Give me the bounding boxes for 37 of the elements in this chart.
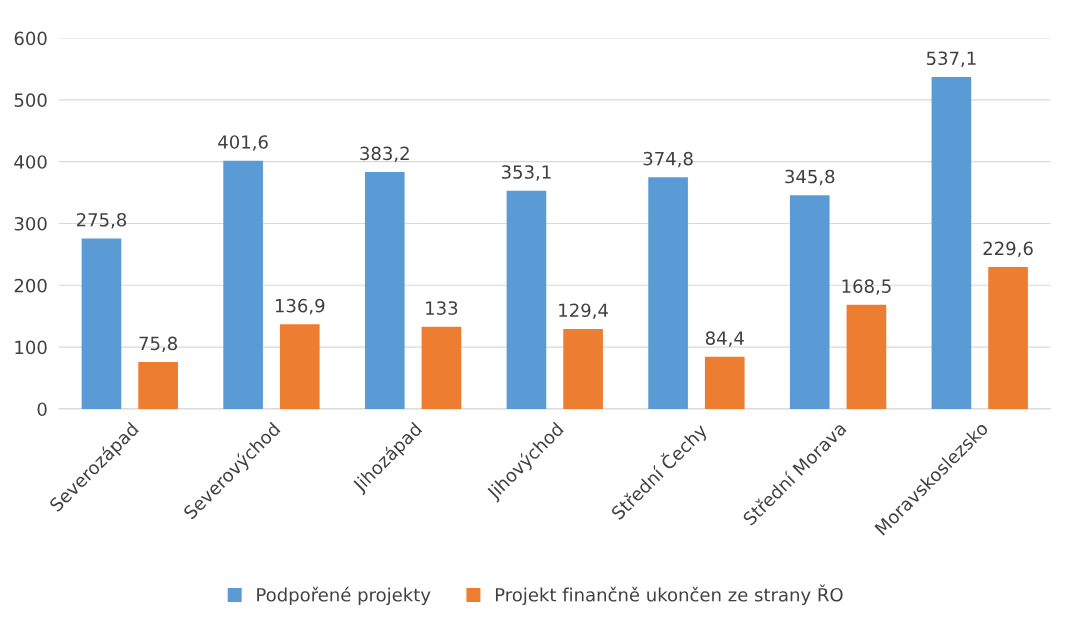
bar [931, 76, 972, 409]
data-label: 383,2 [360, 146, 409, 163]
data-label: 353,1 [501, 165, 551, 181]
data-label: 401,6 [218, 135, 268, 151]
bar [704, 356, 745, 409]
bar [364, 172, 405, 409]
data-label: 229,6 [983, 241, 1033, 258]
bar [846, 304, 887, 409]
y-tick-label: 100 [15, 340, 47, 355]
data-label: 537,1 [926, 51, 976, 67]
data-label: 136,9 [275, 298, 325, 315]
data-label: 129,4 [559, 303, 608, 319]
bar [421, 326, 462, 409]
data-label: 133 [426, 301, 458, 315]
bar [789, 195, 830, 409]
bar [648, 177, 688, 409]
y-tick-label: 300 [14, 216, 47, 231]
data-label: 168,5 [842, 279, 891, 295]
y-tick-label: 200 [14, 278, 47, 293]
y-tick-label: 600 [14, 31, 47, 46]
bar [223, 160, 263, 409]
legend-label: Podpořené projekty [257, 586, 431, 606]
bar [563, 328, 603, 409]
y-tick-label: 400 [14, 155, 47, 169]
data-label: 75,8 [139, 336, 177, 353]
bar [279, 324, 320, 409]
bar [988, 267, 1028, 409]
y-tick-label: 500 [14, 93, 47, 107]
bar [81, 238, 122, 409]
legend-label: Projekt finančně ukončen ze strany ŘO [495, 584, 843, 606]
data-label: 345,8 [785, 169, 835, 186]
bar [138, 362, 178, 409]
y-tick-label: 0 [37, 402, 47, 417]
bar [506, 190, 547, 409]
data-label: 374,8 [643, 151, 693, 168]
data-label: 84,4 [705, 331, 744, 347]
data-label: 275,8 [76, 212, 127, 229]
